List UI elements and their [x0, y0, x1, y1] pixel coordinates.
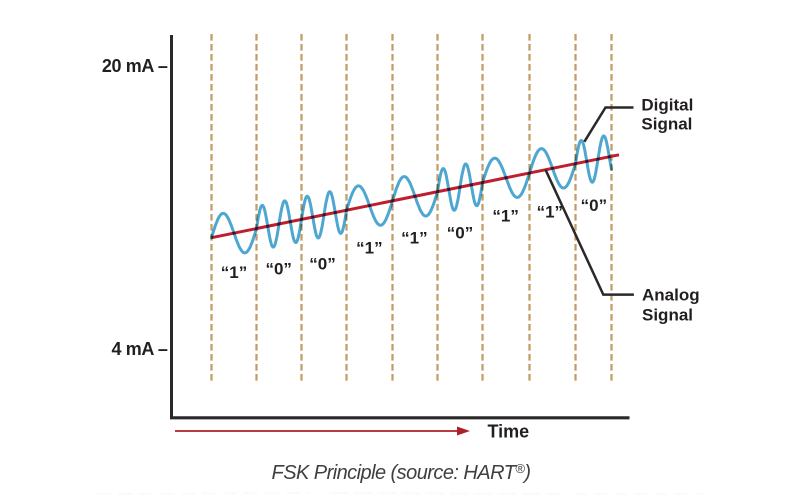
svg-text:“1”: “1”: [356, 239, 382, 258]
svg-text:“0”: “0”: [265, 259, 291, 278]
svg-text:FSK Principle (source: HART®): FSK Principle (source: HART®): [272, 461, 531, 484]
svg-text:Digital: Digital: [641, 95, 693, 114]
svg-text:Signal: Signal: [642, 306, 693, 325]
svg-text:“0”: “0”: [309, 254, 335, 273]
svg-text:“1”: “1”: [221, 263, 247, 282]
svg-text:“1”: “1”: [492, 206, 518, 225]
svg-text:Time: Time: [488, 422, 530, 442]
svg-text:4 mA –: 4 mA –: [112, 339, 168, 359]
svg-text:Analog: Analog: [642, 286, 700, 305]
svg-text:“1”: “1”: [401, 229, 427, 248]
svg-text:“0”: “0”: [447, 224, 473, 243]
svg-text:20 mA –: 20 mA –: [102, 56, 168, 76]
svg-text:“0”: “0”: [581, 196, 607, 215]
svg-text:Signal: Signal: [641, 115, 692, 134]
svg-text:“1”: “1”: [537, 203, 563, 222]
